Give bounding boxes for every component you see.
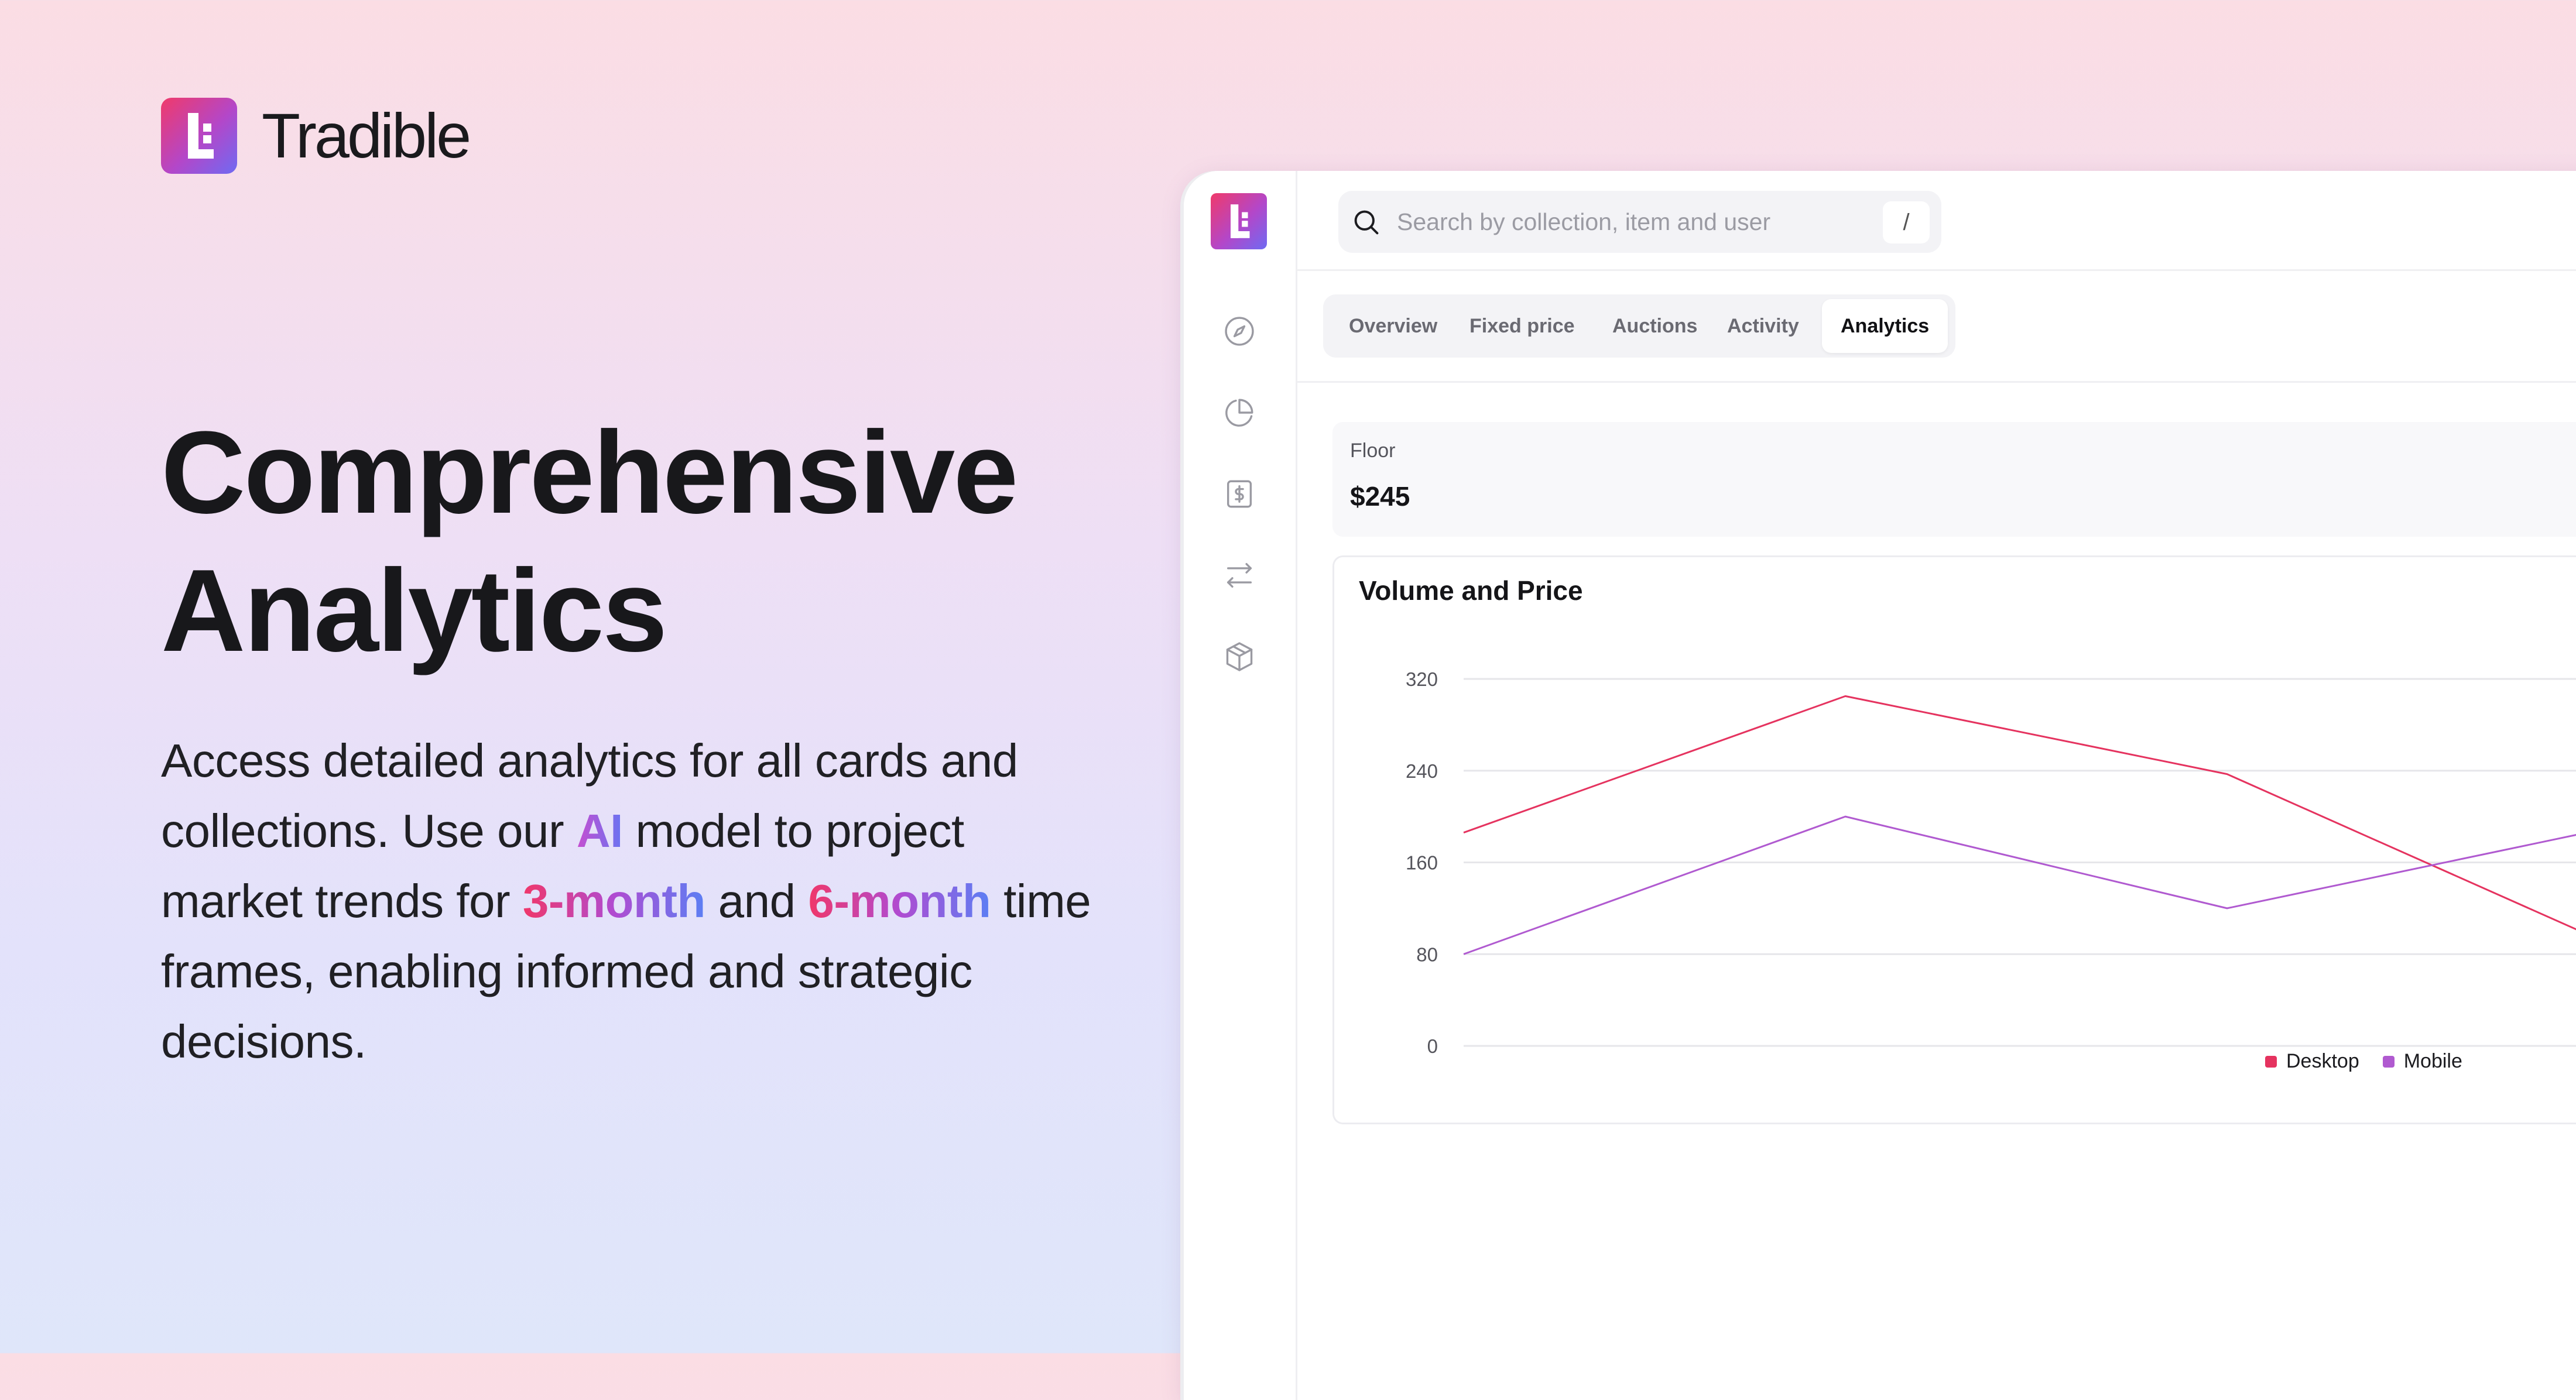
brand-logo: Tradible (161, 98, 471, 174)
highlight-6-month: 6-month (808, 875, 991, 927)
legend-item-desktop[interactable]: Desktop (2265, 1050, 2359, 1073)
tradible-logo-icon (161, 98, 237, 174)
description-and: and (705, 875, 809, 927)
legend-item-mobile[interactable]: Mobile (2382, 1050, 2462, 1073)
floor-stat-card: Floor $245 (1332, 422, 2576, 537)
page-headline: Comprehensive Analytics (161, 404, 1018, 680)
tab-fixed-price[interactable]: Fixed price (1469, 315, 1575, 337)
tab-auctions[interactable]: Auctions (1612, 315, 1698, 337)
description-text-2: model to project market trends for (161, 805, 964, 927)
tab-activity[interactable]: Activity (1727, 315, 1799, 337)
legend-swatch-desktop (2265, 1055, 2277, 1068)
search-bar[interactable]: / (1338, 191, 1941, 253)
search-input[interactable] (1397, 191, 1877, 253)
headline-line-1: Comprehensive (161, 407, 1018, 538)
sidebar-logo-icon[interactable] (1211, 193, 1267, 249)
compass-icon[interactable] (1222, 314, 1256, 348)
search-icon (1354, 210, 1379, 235)
hero-description: Access detailed analytics for all cards … (161, 726, 1109, 1077)
floor-label: Floor (1350, 440, 1396, 462)
volume-price-chart-card: Volume and Price 0 80 160 240 320 Desktop Mo… (1332, 555, 2576, 1124)
line-chart: 0 80 160 240 320 (1406, 668, 2576, 1057)
legend-swatch-mobile (2382, 1055, 2395, 1068)
tab-overview[interactable]: Overview (1349, 315, 1438, 337)
headline-line-2: Analytics (161, 545, 667, 676)
cube-icon[interactable] (1222, 640, 1256, 674)
y-tick-label: 0 (1427, 1035, 1438, 1057)
description-text-1: Access detailed analytics for all cards … (161, 735, 1018, 857)
tab-analytics[interactable]: Analytics (1822, 299, 1948, 353)
search-shortcut-key: / (1883, 201, 1930, 243)
tab-list: Overview Fixed price Auctions Activity A… (1323, 294, 1955, 358)
top-bar: / (1297, 171, 2576, 271)
sidebar (1184, 171, 1297, 1400)
swap-arrows-icon[interactable] (1222, 558, 1256, 592)
floor-value: $245 (1350, 481, 1410, 512)
series-line-mobile[interactable] (1463, 815, 2576, 955)
y-tick-label: 160 (1406, 852, 1438, 874)
chart-legend: Desktop Mobile (2265, 1050, 2486, 1073)
highlight-3-month: 3-month (522, 875, 706, 927)
dollar-receipt-icon[interactable] (1222, 477, 1256, 511)
app-window: / Overview Fixed price Auctions Activity… (1184, 171, 2576, 1400)
description-text-3: time frames, enabling informed and strat… (161, 875, 1091, 1068)
y-tick-label: 320 (1406, 668, 1438, 690)
highlight-ai: AI (576, 805, 624, 857)
legend-label-desktop: Desktop (2286, 1050, 2359, 1072)
tabs-bar: Overview Fixed price Auctions Activity A… (1297, 271, 2576, 383)
pie-chart-icon[interactable] (1222, 396, 1256, 430)
legend-label-mobile: Mobile (2403, 1050, 2462, 1072)
series-line-desktop[interactable] (1463, 695, 2576, 943)
brand-name: Tradible (262, 100, 471, 171)
y-tick-label: 240 (1406, 760, 1438, 782)
main-content: / Overview Fixed price Auctions Activity… (1297, 171, 2576, 1400)
chart-title: Volume and Price (1359, 575, 1583, 606)
y-tick-label: 80 (1416, 943, 1438, 965)
